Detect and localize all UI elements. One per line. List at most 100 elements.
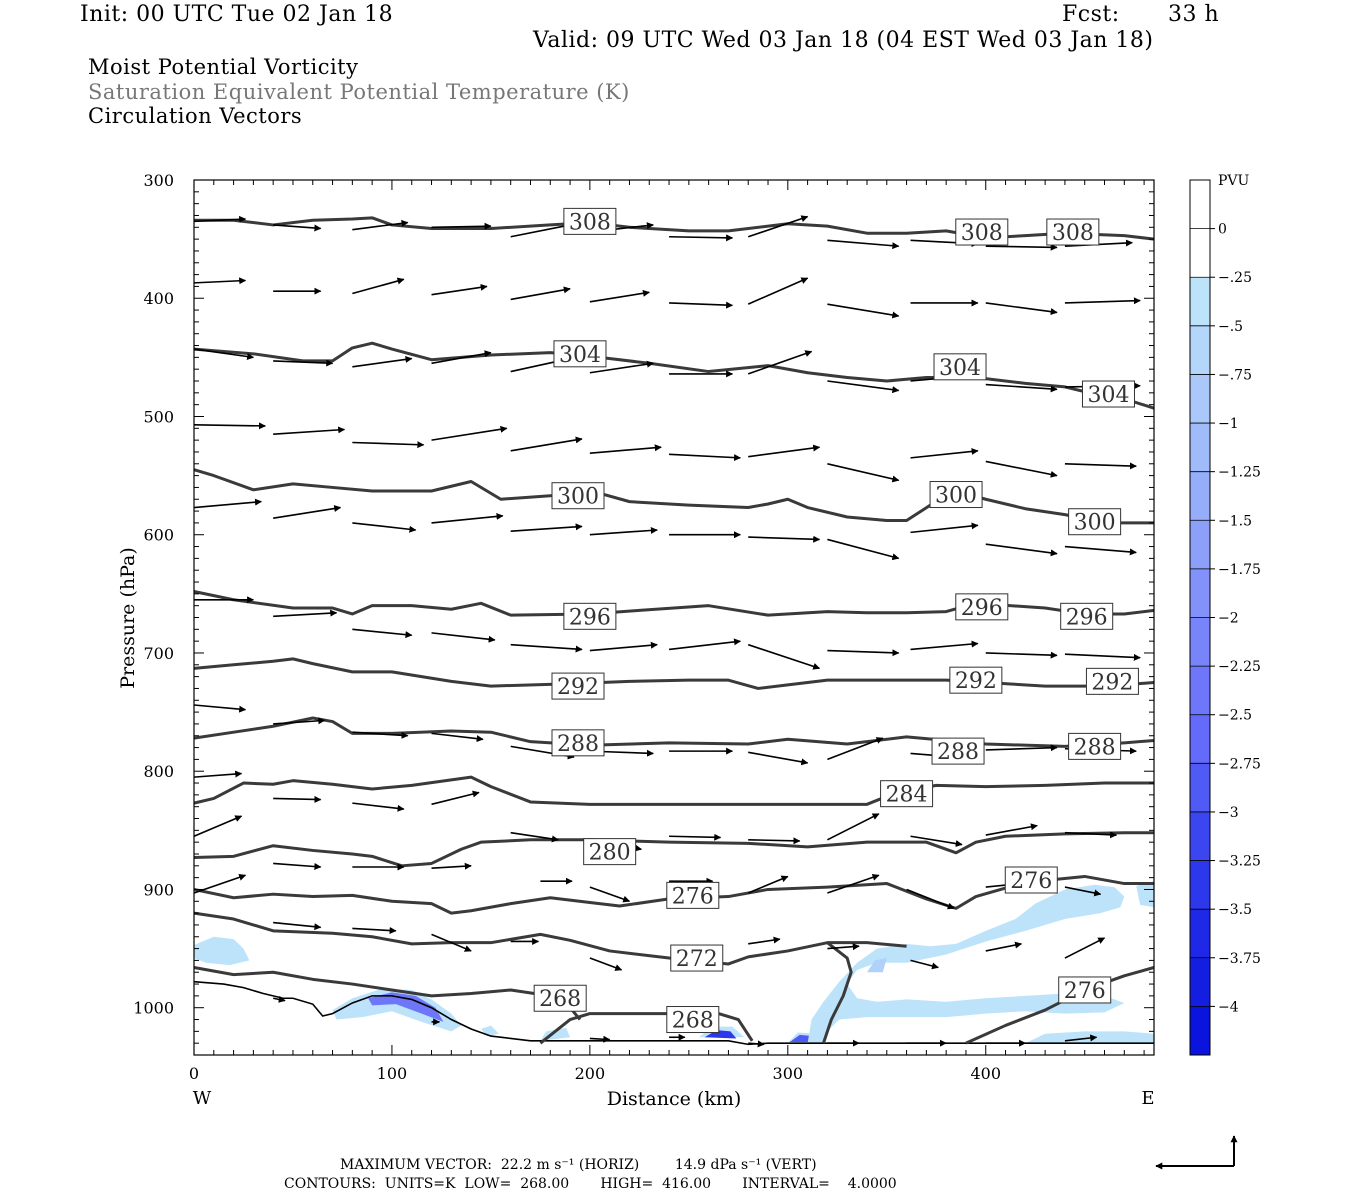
contour-label-box xyxy=(666,1006,720,1034)
contour-label-box xyxy=(880,780,934,808)
contour-label: 288 xyxy=(557,732,599,757)
circulation-vector xyxy=(352,277,405,295)
circulation-vector xyxy=(273,224,322,232)
colorbar-swatch xyxy=(1190,666,1210,715)
circulation-vector xyxy=(827,943,860,951)
x-tick-label: 100 xyxy=(377,1064,408,1083)
circulation-vector xyxy=(827,239,900,250)
circulation-vector xyxy=(910,447,979,459)
colorbar-level-label: −1 xyxy=(1218,416,1239,432)
circulation-vector xyxy=(193,348,255,360)
x-tick-label: 0 xyxy=(189,1064,199,1083)
circulation-vector xyxy=(1064,653,1141,661)
colorbar-level-label: −.25 xyxy=(1218,270,1252,286)
contour-label: 292 xyxy=(1091,670,1133,695)
colorbar-swatch xyxy=(1190,909,1210,958)
circulation-vector xyxy=(827,649,900,657)
y-tick-label: 500 xyxy=(143,407,174,426)
circulation-vector xyxy=(985,543,1058,557)
circulation-vector xyxy=(827,380,900,394)
colorbar-level-label: −1.5 xyxy=(1218,513,1252,529)
circulation-vector xyxy=(193,498,262,509)
contour-label: 268 xyxy=(672,1009,714,1034)
colorbar-swatch xyxy=(1190,957,1210,1007)
contour-label-box xyxy=(666,881,720,909)
circulation-vector xyxy=(273,505,342,519)
contour-label-box xyxy=(563,602,617,630)
contour-label-box xyxy=(931,737,985,765)
circulation-vector xyxy=(510,222,571,238)
colorbar-title: PVU xyxy=(1218,173,1250,189)
theta-es-contour-layer xyxy=(193,216,1155,1045)
y-tick-label: 600 xyxy=(143,526,174,545)
x-tick-label: 400 xyxy=(970,1064,1001,1083)
circulation-vector xyxy=(1064,886,1102,897)
pv-shading-layer xyxy=(194,881,1154,1044)
colorbar: 0 −.25 −.5 −.75 −1 −1.25 −1.5 −1.75 −2 −2.25 −2.5 −… xyxy=(1189,179,1261,1056)
contour-label: 308 xyxy=(1052,221,1094,246)
max-vector-note: MAXIMUM VECTOR: 22.2 m s⁻¹ (HORIZ) 14.9 … xyxy=(340,1157,817,1173)
circulation-vector xyxy=(669,234,734,242)
circulation-vector xyxy=(748,837,801,845)
colorbar-level-label: −.75 xyxy=(1218,367,1252,383)
circulation-vector xyxy=(827,737,884,761)
circulation-vector xyxy=(352,927,397,934)
contour-276-8 xyxy=(193,874,1154,915)
x-axis-label: Distance (km) xyxy=(607,1088,742,1110)
circulation-vector xyxy=(985,744,1058,752)
contour-296-3 xyxy=(193,590,1155,617)
circulation-vector xyxy=(985,941,1023,952)
circulation-vector-layer xyxy=(193,215,1141,1048)
contour-label-box xyxy=(1046,218,1100,246)
circulation-vector xyxy=(910,959,939,970)
pv-patch-9 xyxy=(807,884,1125,1044)
contour-info-note: CONTOURS: UNITS=K LOW= 268.00 HIGH= 416.… xyxy=(284,1176,897,1192)
contour-label-box xyxy=(670,944,724,972)
colorbar-level-label: −1.75 xyxy=(1218,562,1261,578)
contour-label: 308 xyxy=(569,210,611,235)
contour-label-box xyxy=(955,593,1009,621)
circulation-vector xyxy=(589,444,662,454)
circulation-vector xyxy=(985,823,1038,836)
contour-label: 296 xyxy=(961,596,1003,621)
x-tick-label: 200 xyxy=(575,1064,606,1083)
contour-label-box xyxy=(955,218,1009,246)
contour-label: 276 xyxy=(1010,869,1052,894)
circulation-vector xyxy=(431,222,492,230)
circulation-vector xyxy=(431,425,508,441)
colorbar-swatch xyxy=(1190,617,1210,667)
circulation-vector xyxy=(431,350,492,365)
colorbar-swatch xyxy=(1190,520,1210,569)
contour-label-box xyxy=(1060,602,1114,630)
contour-288-5 xyxy=(193,716,1155,748)
circulation-vector xyxy=(193,277,247,285)
circulation-vector xyxy=(747,643,821,670)
field-title-pv: Moist Potential Vorticity xyxy=(88,55,359,79)
circulation-vector xyxy=(510,831,559,843)
circulation-vector xyxy=(589,1035,611,1043)
circulation-vector xyxy=(827,813,880,841)
colorbar-swatch xyxy=(1190,811,1210,861)
colorbar-level-label: −2.25 xyxy=(1218,659,1261,675)
contour-label: 280 xyxy=(589,841,631,866)
contour-label-layer: 308 308 308 304 304 304 300 300 300 296 296 296 292 2… xyxy=(533,207,1139,1034)
colorbar-swatch xyxy=(1190,1006,1210,1055)
circulation-vector xyxy=(589,641,658,652)
circulation-vector xyxy=(431,862,472,870)
contour-label: 300 xyxy=(935,484,977,509)
contour-label-box xyxy=(949,666,1003,694)
circulation-vector xyxy=(589,886,631,903)
circulation-vector xyxy=(431,790,480,806)
colorbar-level-label: −3.75 xyxy=(1218,951,1261,967)
circulation-vector xyxy=(747,350,813,375)
pv-patch-10 xyxy=(866,958,887,973)
contour-292-4 xyxy=(193,657,1155,690)
contour-label: 276 xyxy=(1064,979,1106,1004)
circulation-vector xyxy=(827,303,900,319)
colorbar-swatch xyxy=(1190,714,1210,764)
pv-patch-2 xyxy=(368,992,444,1022)
contour-label-box xyxy=(533,984,587,1012)
circulation-vector xyxy=(193,422,266,430)
circulation-vector xyxy=(1064,1034,1098,1042)
